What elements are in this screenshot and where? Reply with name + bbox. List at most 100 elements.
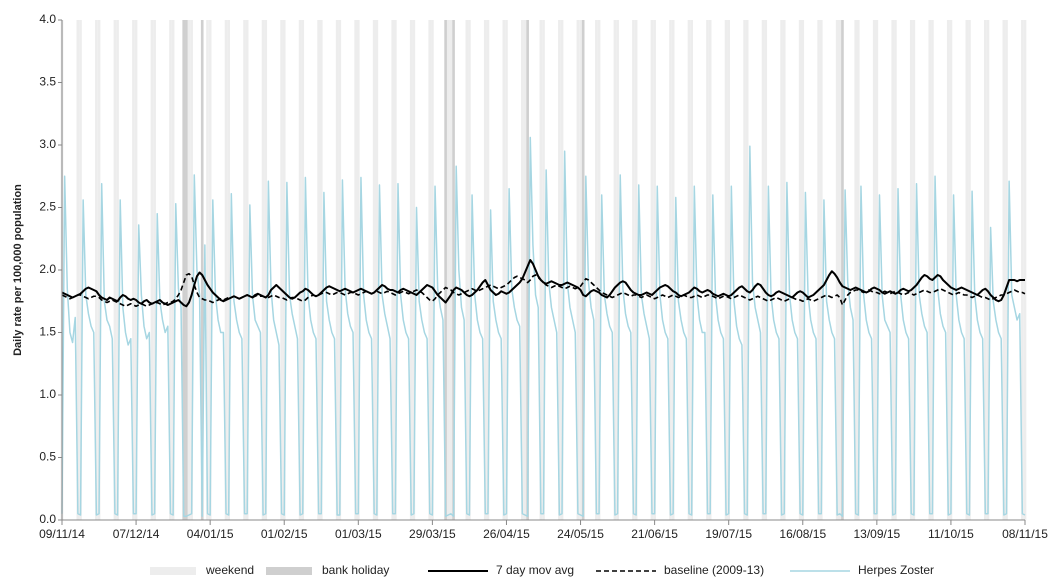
x-tick-label: 01/03/15 [335,527,382,541]
band-bar [965,20,969,520]
band-bar [894,20,897,520]
y-tick-label: 0.0 [39,512,56,526]
band-bar [227,20,230,520]
band-bar [317,20,320,520]
band-bar [132,20,135,520]
band-bar [595,20,598,520]
band-bar [505,20,508,520]
y-tick-label: 1.0 [39,387,56,401]
y-tick-label: 3.0 [39,137,56,151]
band-bar [200,20,204,520]
band-bar [465,20,469,520]
band-bar [581,20,585,520]
band-bar [597,20,601,520]
y-tick-label: 4.0 [39,12,56,26]
band-bar [185,20,188,520]
legend-label: Herpes Zoster [858,563,934,577]
band-bar [835,20,839,520]
band-bar [298,20,302,520]
band-bar [280,20,283,520]
band-bar [801,20,805,520]
band-bar [206,20,209,520]
band-bar [444,20,447,520]
band-bar [468,20,471,520]
y-axis-label: Daily rate per 100,000 population [12,184,24,356]
band-bar [171,20,175,520]
band-bar [928,20,932,520]
band-bar [391,20,395,520]
band-bar [354,20,357,520]
band-bar [76,20,80,520]
band-bar [449,20,453,520]
band-bar [986,20,990,520]
band-bar [1021,20,1024,520]
band-bar [838,20,842,520]
band-bar [95,20,98,520]
band-bar [579,20,582,520]
legend-label: 7 day mov avg [496,563,574,577]
band-bar [724,20,728,520]
x-tick-label: 01/02/15 [261,527,308,541]
band-bar [335,20,339,520]
band-bar [891,20,895,520]
band-bar [764,20,768,520]
band-bar [817,20,820,520]
band-bar [79,20,82,520]
x-tick-label: 04/01/15 [187,527,234,541]
band-bar [486,20,490,520]
band-bar [372,20,376,520]
band-bar [282,20,286,520]
band-bar [446,20,450,520]
band-bar [153,20,156,520]
x-tick-label: 08/11/15 [1002,527,1048,541]
band-bar [187,20,191,520]
band-bar [872,20,876,520]
band-bar [409,20,413,520]
band-bar [669,20,672,520]
band-bar [1002,20,1006,520]
band-bar [97,20,101,520]
band-bar [356,20,360,520]
x-tick-label: 16/08/15 [779,527,826,541]
band-bar [428,20,432,520]
band-bar [706,20,709,520]
band-bar [169,20,172,520]
legend-swatch [150,567,196,575]
band-bar [968,20,971,520]
band-bar [841,20,844,520]
band-bar [782,20,786,520]
band-bar [502,20,506,520]
legend-item: baseline (2009-13) [596,563,764,577]
legend-item: 7 day mov avg [428,563,574,577]
band-bar [521,20,524,520]
band-bar [243,20,246,520]
y-tick-label: 2.5 [39,200,56,214]
band-bar [761,20,765,520]
band-bar [949,20,953,520]
band-bar [857,20,860,520]
band-bar [983,20,987,520]
band-bar [634,20,638,520]
band-bar [854,20,858,520]
band-bar [632,20,635,520]
band-bar [560,20,564,520]
x-tick-label: 26/04/15 [483,527,530,541]
legend-item: bank holiday [266,563,389,577]
legend-label: bank holiday [322,563,389,577]
legend-label: weekend [205,563,254,577]
series-line [61,272,1026,308]
band-bar [224,20,228,520]
x-tick-label: 09/11/14 [39,527,85,541]
band-bar [539,20,543,520]
y-tick-label: 1.5 [39,325,56,339]
legend-item: Herpes Zoster [790,563,934,577]
band-bar [727,20,731,520]
band-bar [798,20,802,520]
band-bar [671,20,675,520]
series-line [61,136,1026,517]
band-bar [412,20,416,520]
band-bar [931,20,934,520]
legend-swatch [266,567,312,575]
band-bar [208,20,212,520]
